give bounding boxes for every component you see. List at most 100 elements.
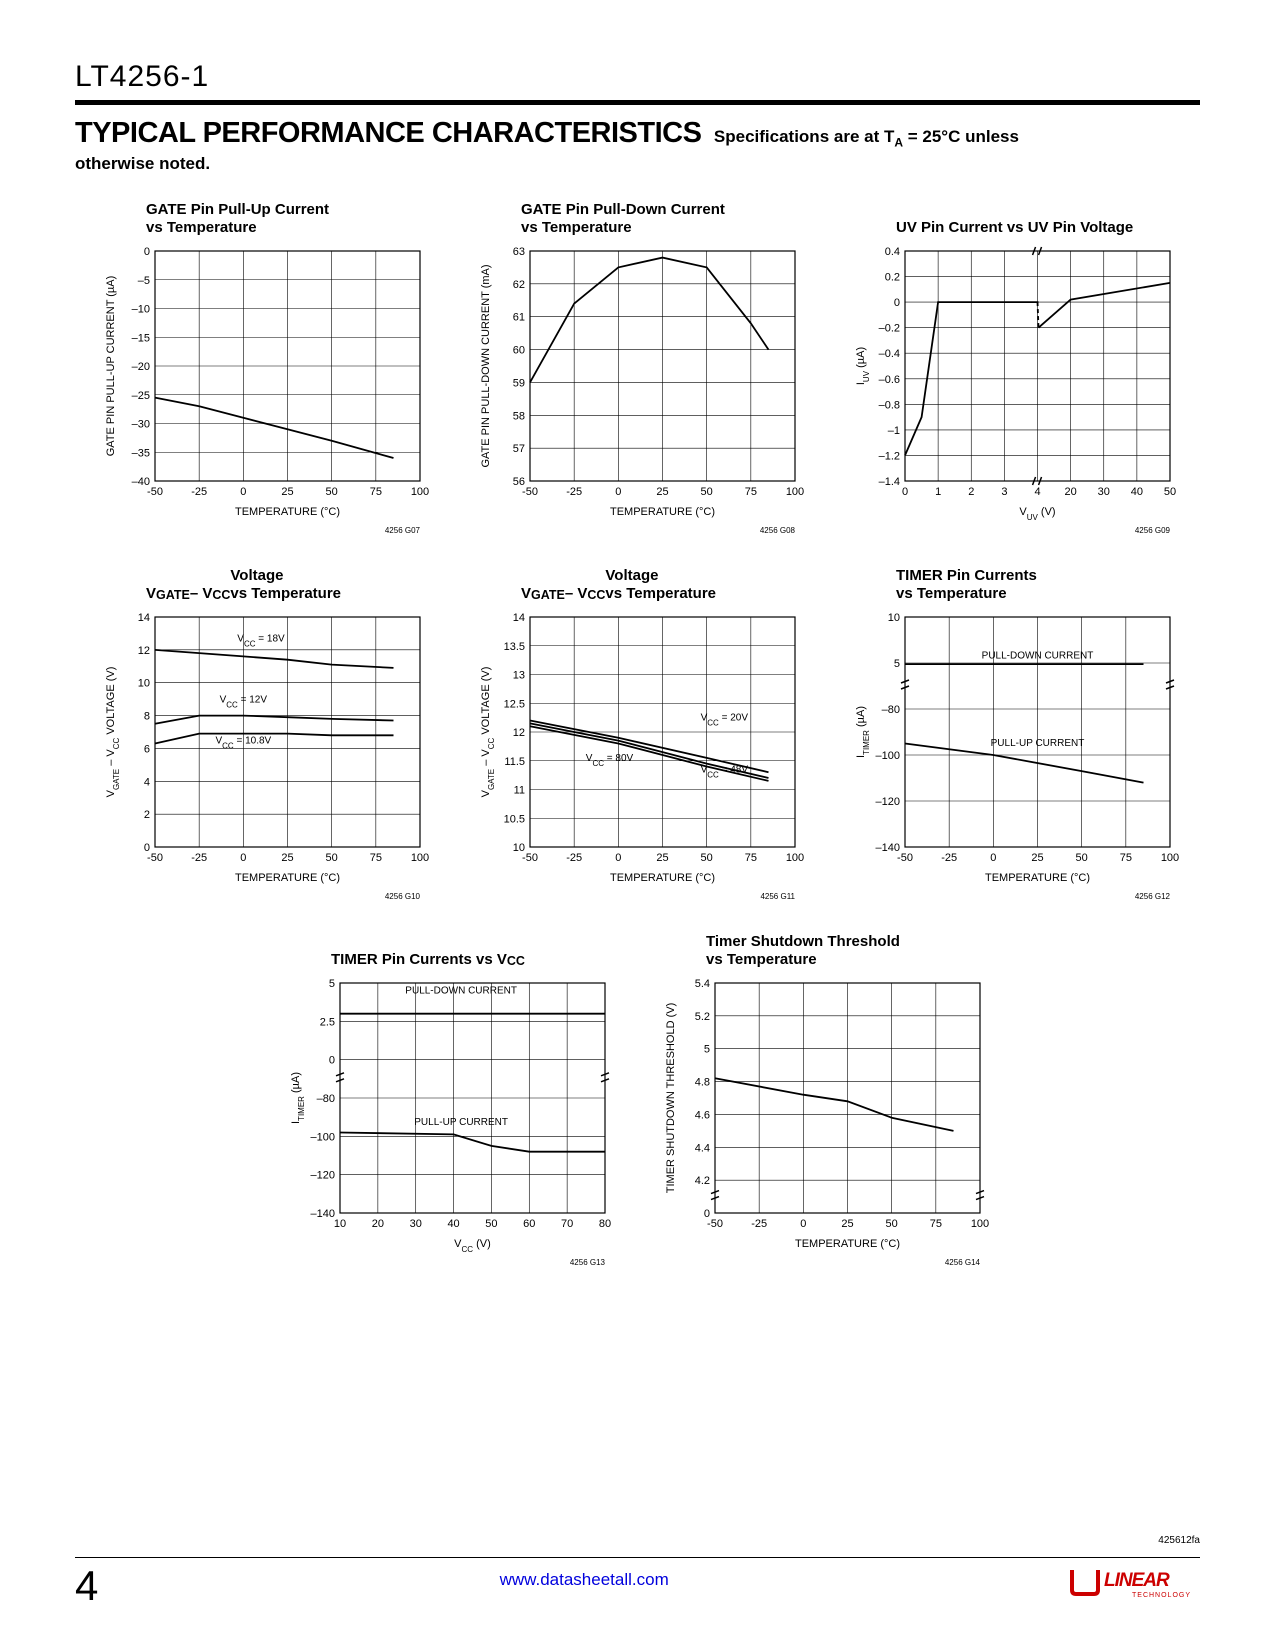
svg-text:GATE PIN PULL-UP CURRENT (µA): GATE PIN PULL-UP CURRENT (µA)	[105, 276, 117, 457]
svg-text:VGATE – VCC VOLTAGE (V): VGATE – VCC VOLTAGE (V)	[105, 667, 121, 798]
svg-text:TECHNOLOGY: TECHNOLOGY	[1132, 1592, 1191, 1599]
chart-plot: -50-250255075100–140–120–100–80510PULL-D…	[850, 609, 1180, 889]
svg-text:ITIMER (µA): ITIMER (µA)	[290, 1072, 306, 1124]
chart-id: 4256 G07	[100, 526, 430, 535]
svg-text:0: 0	[615, 486, 621, 498]
svg-text:VCC = 80V: VCC = 80V	[586, 753, 634, 768]
footer-link[interactable]: www.datasheetall.com	[98, 1562, 1070, 1590]
footer-row: 4 www.datasheetall.com LINEAR TECHNOLOGY	[75, 1562, 1200, 1610]
svg-text:6: 6	[144, 743, 150, 755]
svg-text:–1: –1	[888, 425, 900, 437]
svg-text:75: 75	[1120, 852, 1132, 864]
svg-text:VCC (V): VCC (V)	[454, 1238, 491, 1254]
doc-code: 425612fa	[1158, 1535, 1200, 1546]
spec-note: Specifications are at TA = 25°C unless	[714, 127, 1019, 146]
spec-sub: A	[894, 135, 903, 149]
svg-text:GATE PIN PULL-DOWN CURRENT (mA: GATE PIN PULL-DOWN CURRENT (mA)	[480, 264, 492, 467]
svg-text:0: 0	[329, 1055, 335, 1067]
svg-text:–80: –80	[882, 704, 900, 716]
chart-title: UV Pin Current vs UV Pin Voltage	[850, 199, 1180, 237]
svg-text:25: 25	[656, 486, 668, 498]
svg-text:25: 25	[656, 852, 668, 864]
chart-id: 4256 G08	[475, 526, 805, 535]
svg-text:–1.4: –1.4	[879, 476, 900, 488]
spec-suffix: = 25°C unless	[903, 127, 1019, 146]
svg-text:–40: –40	[132, 476, 150, 488]
chart-g14: Timer Shutdown Thresholdvs Temperature -…	[660, 931, 990, 1267]
svg-text:0.2: 0.2	[885, 272, 900, 284]
svg-text:0: 0	[800, 1218, 806, 1230]
page-number: 4	[75, 1562, 98, 1610]
svg-text:100: 100	[786, 486, 804, 498]
svg-text:–5: –5	[138, 275, 150, 287]
svg-text:4.8: 4.8	[695, 1077, 710, 1089]
svg-text:0.4: 0.4	[885, 246, 900, 258]
svg-text:VUV (V): VUV (V)	[1019, 506, 1055, 522]
svg-text:1: 1	[935, 486, 941, 498]
svg-text:TIMER SHUTDOWN THRESHOLD (V): TIMER SHUTDOWN THRESHOLD (V)	[665, 1003, 677, 1193]
svg-text:TEMPERATURE (°C): TEMPERATURE (°C)	[795, 1238, 900, 1250]
chart-title: VGATE – VCC Voltagevs Temperature	[100, 565, 430, 603]
svg-text:PULL-DOWN CURRENT: PULL-DOWN CURRENT	[982, 650, 1094, 661]
svg-text:10: 10	[334, 1218, 346, 1230]
svg-text:-25: -25	[191, 852, 207, 864]
svg-text:100: 100	[411, 852, 429, 864]
footer-rule	[75, 1557, 1200, 1558]
svg-text:–0.8: –0.8	[879, 399, 900, 411]
svg-text:10: 10	[138, 678, 150, 690]
chart-row-2: VGATE – VCC Voltagevs Temperature -50-25…	[75, 565, 1200, 901]
svg-text:62: 62	[513, 279, 525, 291]
svg-text:50: 50	[701, 486, 713, 498]
svg-text:2: 2	[968, 486, 974, 498]
svg-text:25: 25	[281, 486, 293, 498]
svg-text:58: 58	[513, 410, 525, 422]
svg-text:75: 75	[930, 1218, 942, 1230]
svg-text:14: 14	[138, 612, 150, 624]
svg-text:56: 56	[513, 476, 525, 488]
svg-text:10: 10	[513, 842, 525, 854]
svg-text:61: 61	[513, 312, 525, 324]
svg-text:-25: -25	[566, 486, 582, 498]
svg-text:2.5: 2.5	[320, 1016, 335, 1028]
section-title: TYPICAL PERFORMANCE CHARACTERISTICS	[75, 117, 701, 149]
svg-text:63: 63	[513, 246, 525, 258]
svg-text:–15: –15	[132, 332, 150, 344]
spec-note-line2: otherwise noted.	[75, 154, 1200, 174]
svg-text:IUV (µA): IUV (µA)	[855, 347, 871, 385]
svg-text:-25: -25	[751, 1218, 767, 1230]
svg-text:20: 20	[372, 1218, 384, 1230]
svg-text:10.5: 10.5	[504, 813, 525, 825]
chart-id: 4256 G13	[285, 1258, 615, 1267]
svg-text:5.2: 5.2	[695, 1011, 710, 1023]
svg-text:0: 0	[144, 842, 150, 854]
svg-text:–10: –10	[132, 304, 150, 316]
svg-text:100: 100	[1161, 852, 1179, 864]
svg-text:0: 0	[615, 852, 621, 864]
chart-row-1: GATE Pin Pull-Up Currentvs Temperature -…	[75, 199, 1200, 535]
svg-text:75: 75	[370, 486, 382, 498]
svg-text:ITIMER (µA): ITIMER (µA)	[855, 706, 871, 758]
svg-text:0: 0	[902, 486, 908, 498]
svg-text:–140: –140	[876, 842, 900, 854]
svg-text:50: 50	[701, 852, 713, 864]
chart-title: TIMER Pin Currents vs VCC	[285, 931, 615, 969]
section-heading-row: TYPICAL PERFORMANCE CHARACTERISTICS Spec…	[75, 117, 1200, 150]
chart-title: GATE Pin Pull-Down Currentvs Temperature	[475, 199, 805, 237]
chart-g12: TIMER Pin Currentsvs Temperature -50-250…	[850, 565, 1180, 901]
svg-text:0: 0	[144, 246, 150, 258]
svg-text:–80: –80	[317, 1093, 335, 1105]
svg-text:100: 100	[971, 1218, 989, 1230]
svg-text:VCC = 20V: VCC = 20V	[701, 713, 749, 728]
svg-text:57: 57	[513, 443, 525, 455]
svg-text:50: 50	[1164, 486, 1176, 498]
chart-title: GATE Pin Pull-Up Currentvs Temperature	[100, 199, 430, 237]
svg-text:2: 2	[144, 809, 150, 821]
chart-plot: -50-2502550751001010.51111.51212.51313.5…	[475, 609, 805, 889]
chart-plot: -50-25025507510002468101214VCC = 18VVCC …	[100, 609, 430, 889]
chart-title: Timer Shutdown Thresholdvs Temperature	[660, 931, 990, 969]
chart-id: 4256 G14	[660, 1258, 990, 1267]
svg-text:4.2: 4.2	[695, 1175, 710, 1187]
chart-id: 4256 G09	[850, 526, 1180, 535]
svg-text:11.5: 11.5	[504, 756, 525, 768]
svg-text:50: 50	[326, 852, 338, 864]
